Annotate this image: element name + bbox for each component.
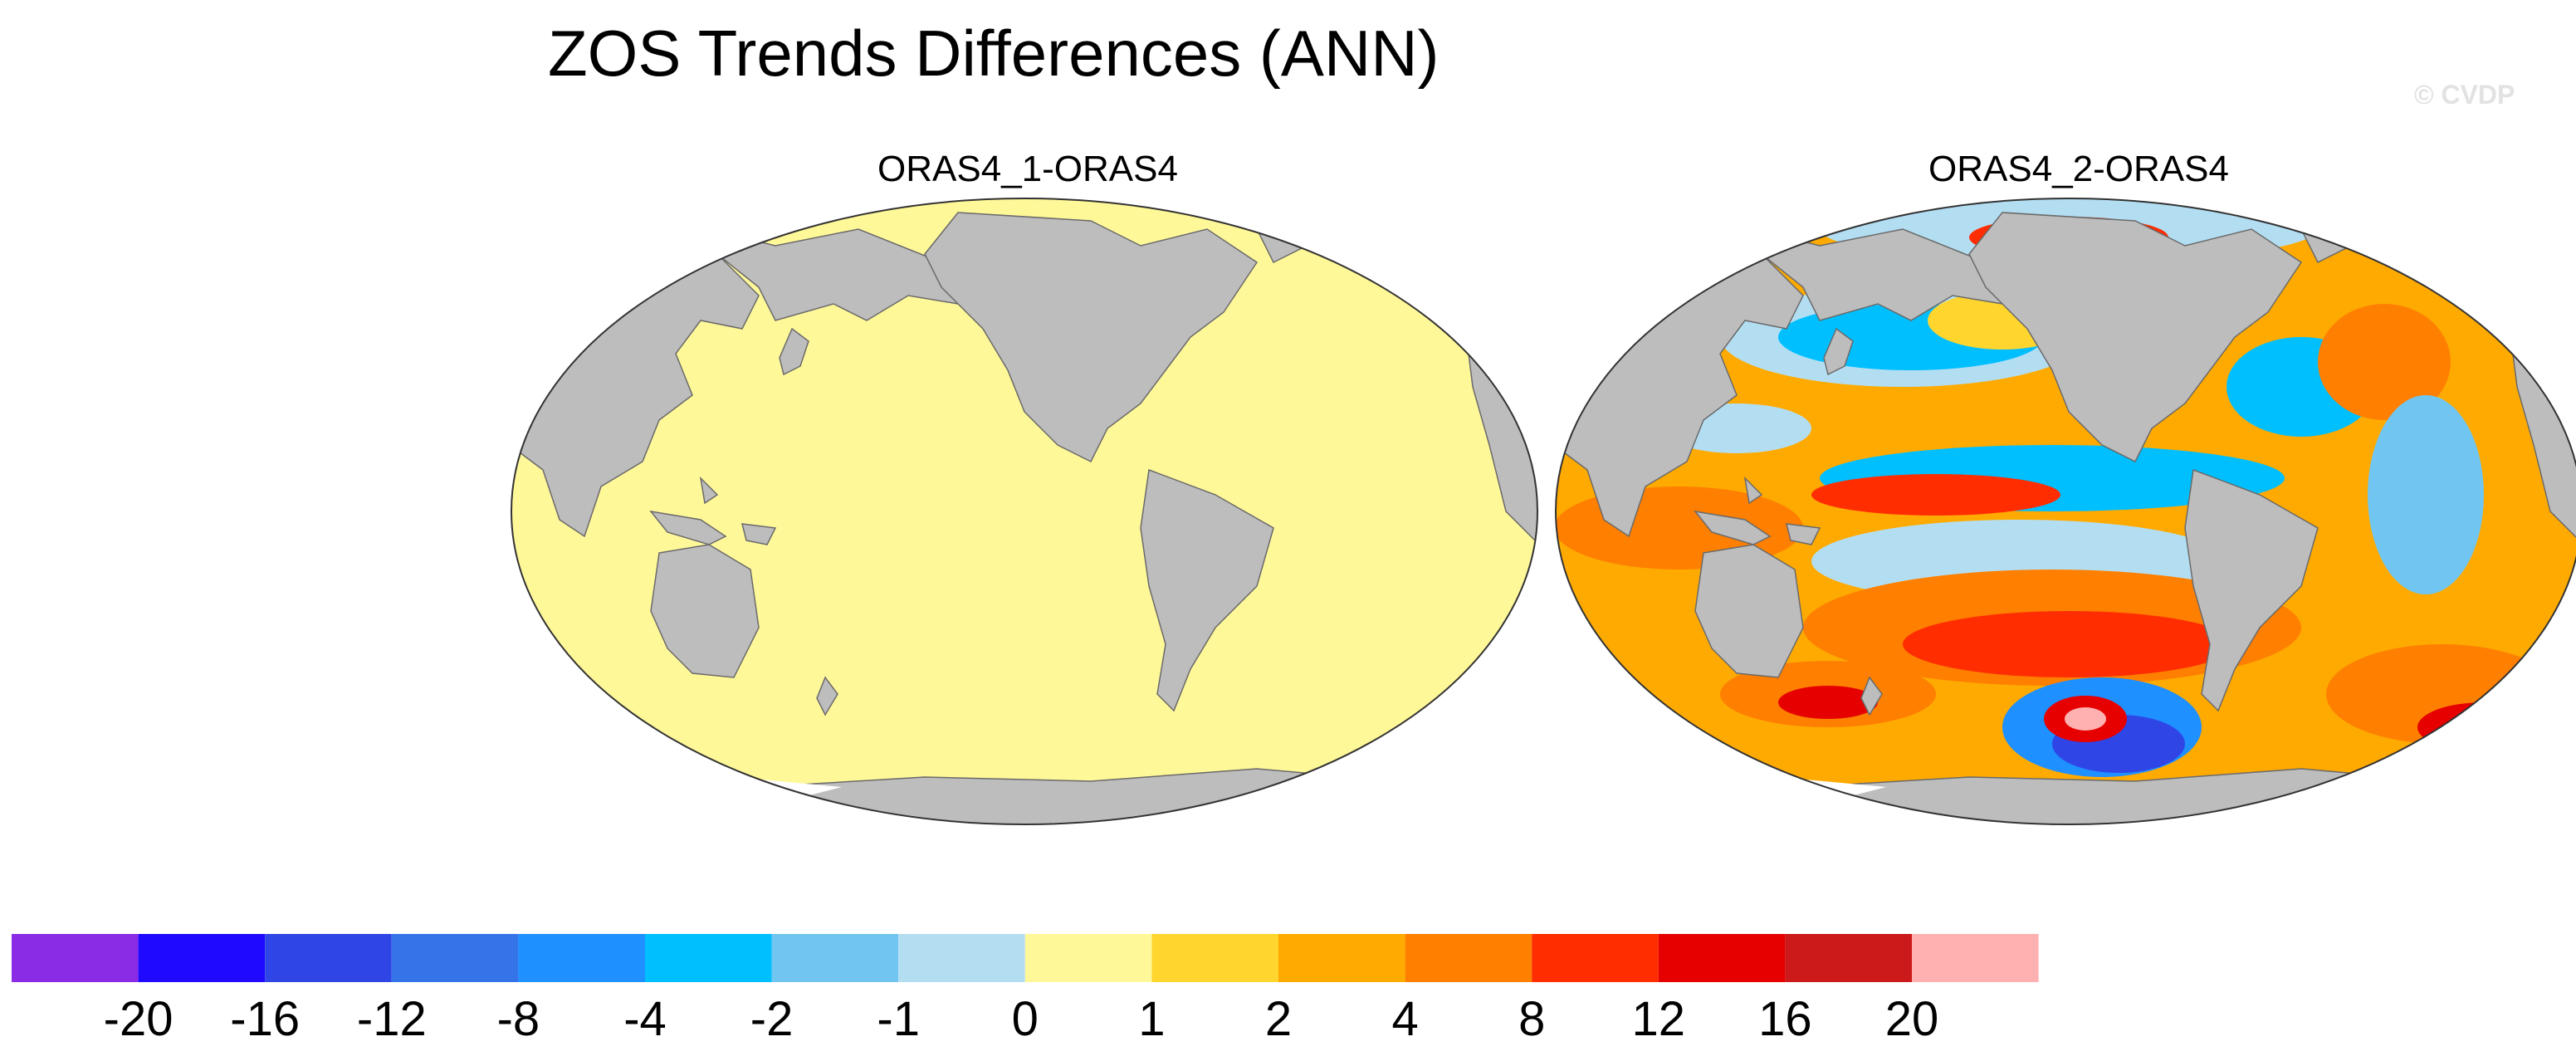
cvdp-watermark: © CVDP (2414, 80, 2515, 110)
australia-land (650, 544, 760, 678)
australia-land (1694, 544, 1804, 678)
page-title: ZOS Trends Differences (ANN) (548, 17, 1440, 90)
colorbar-box (1024, 934, 1152, 982)
colorbar-box (645, 934, 772, 982)
colorbar-box (1532, 934, 1659, 982)
colorbar-box (12, 934, 139, 982)
colorbar-box (1658, 934, 1786, 982)
japan-land (1823, 327, 1854, 376)
new-zealand-land (816, 676, 838, 716)
indonesia-land (649, 476, 777, 545)
japan-land (779, 327, 809, 376)
new-zealand-land (1860, 676, 1883, 716)
colorbar-tick-label: 2 (1265, 992, 1292, 1046)
colorbar-tick-label: 8 (1518, 992, 1545, 1046)
map-border (511, 198, 1538, 825)
colorbar-tick-label: 20 (1885, 992, 1939, 1046)
colorbar-tick-label: 0 (1012, 992, 1039, 1046)
map-border (1555, 198, 2576, 825)
colorbar-box (1151, 934, 1278, 982)
colorbar-boxes (12, 934, 2039, 982)
colorbar-box (1278, 934, 1405, 982)
colorbar-tick-label: 16 (1758, 992, 1812, 1046)
colorbar-tick-label: -8 (497, 992, 540, 1046)
map-panel-oras4-2 (1555, 198, 2576, 825)
colorbar-box (518, 934, 645, 982)
colorbar-box (771, 934, 899, 982)
north-america-land (1968, 212, 2303, 463)
colorbar-box (391, 934, 519, 982)
colorbar-box (1785, 934, 1912, 982)
colorbar-box (898, 934, 1025, 982)
colorbar-labels: -20 -16 -12 -8 -4 -2 -1 0 1 2 4 8 12 16 20 (104, 992, 1939, 1046)
colorbar: -20 -16 -12 -8 -4 -2 -1 0 1 2 4 8 12 16 20 (12, 934, 2039, 1046)
colorbar-box (138, 934, 266, 982)
colorbar-box (1912, 934, 2039, 982)
colorbar-tick-label: -4 (623, 992, 667, 1046)
colorbar-tick-label: 4 (1391, 992, 1418, 1046)
colorbar-box (1405, 934, 1532, 982)
panel-title-oras4-2: ORAS4_2-ORAS4 (1928, 149, 2229, 189)
colorbar-tick-label: 12 (1632, 992, 1686, 1046)
colorbar-tick-label: 1 (1138, 992, 1165, 1046)
north-america-land (924, 212, 1259, 463)
south-america-land (2184, 468, 2319, 712)
colorbar-box (265, 934, 392, 982)
colorbar-tick-label: -2 (750, 992, 794, 1046)
colorbar-tick-label: -16 (230, 992, 300, 1046)
map-panel-oras4-1 (511, 198, 1538, 825)
indonesia-land (1694, 476, 1821, 545)
panel-title-oras4-1: ORAS4_1-ORAS4 (877, 149, 1178, 189)
colorbar-tick-label: -20 (104, 992, 174, 1046)
colorbar-tick-label: -12 (357, 992, 427, 1046)
south-america-land (1140, 468, 1274, 712)
colorbar-tick-label: -1 (877, 992, 920, 1046)
